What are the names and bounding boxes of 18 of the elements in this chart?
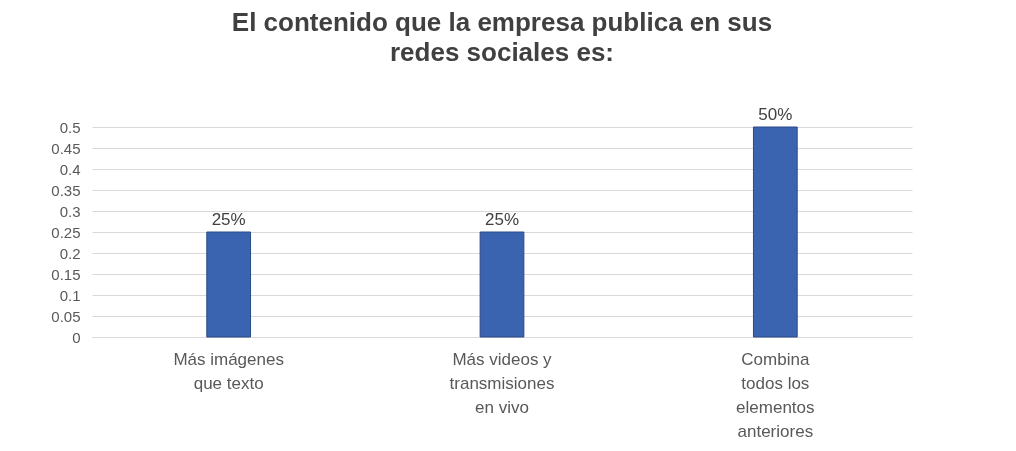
x-tick-label: Combina todos los elementos anteriores xyxy=(736,349,815,441)
y-tick-label: 0.45 xyxy=(51,139,81,157)
y-tick-label: 0.25 xyxy=(51,223,81,241)
y-tick-label: 0.1 xyxy=(59,286,81,304)
chart-title: El contenido que la empresa publica en sus redes sociales es: xyxy=(231,7,773,67)
y-tick-label: 0.5 xyxy=(59,118,81,136)
y-tick-label: 0.2 xyxy=(59,244,81,262)
y-tick-label: 0.4 xyxy=(59,160,81,178)
y-tick-label: 0.15 xyxy=(51,265,81,283)
y-tick-label: 0 xyxy=(72,328,81,346)
x-tick-label: Más videos y transmisiones en vivo xyxy=(449,349,555,417)
x-tick-label: Más imágenes que texto xyxy=(173,349,284,393)
data-label: 25% xyxy=(211,210,246,229)
y-tick-label: 0.35 xyxy=(51,181,81,199)
y-tick-label: 0.3 xyxy=(59,202,81,220)
data-label: 25% xyxy=(484,210,520,229)
y-tick-label: 0.05 xyxy=(51,307,81,325)
data-label: 50% xyxy=(758,105,793,124)
